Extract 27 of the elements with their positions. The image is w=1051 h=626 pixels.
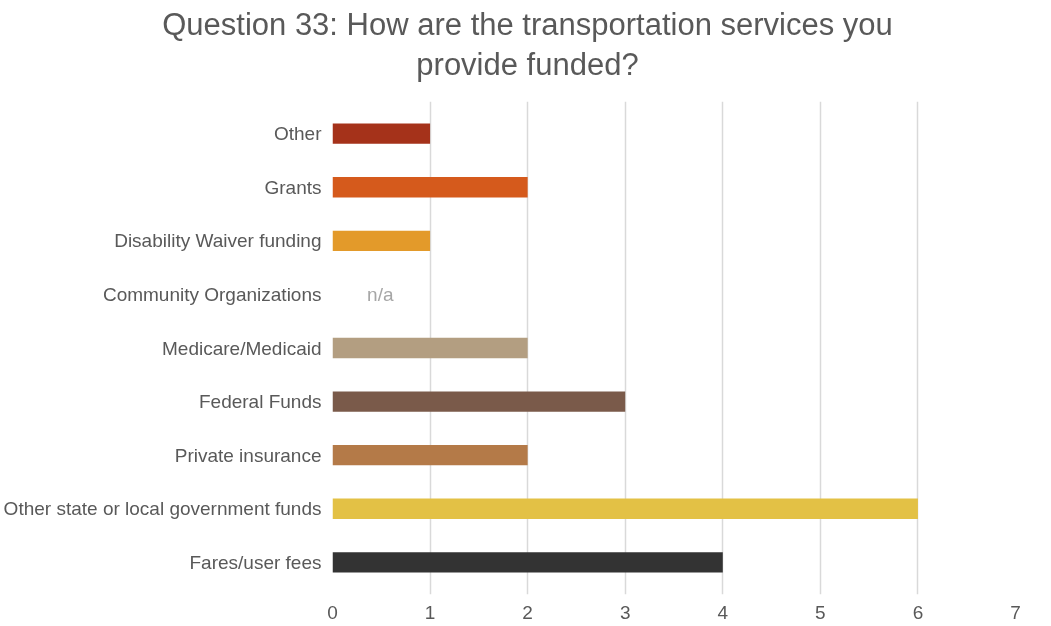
x-tick-label: 4 [717,601,729,623]
y-tick-label: Federal Funds [198,390,322,412]
y-tick-label: Disability Waiver funding [114,229,322,251]
bar [332,123,431,144]
y-tick-label: Medicare/Medicaid [162,337,322,359]
y-tick-label: Private insurance [174,444,322,466]
x-tick-label: 3 [619,601,631,623]
x-tick-label: 7 [1010,601,1021,623]
bar [332,337,528,358]
x-tick-label: 2 [522,601,533,623]
y-tick-label: Other [273,122,323,144]
x-tick-label: 1 [424,601,436,623]
x-tick-label: 6 [912,601,924,623]
bar [332,498,918,519]
y-tick-label: Fares/user fees [189,551,322,573]
annotation: n/a [367,283,394,305]
chart-title: Question 33: How are the transportation services you provide funded? [162,6,893,85]
bar [332,230,431,251]
y-tick-label: Community Organizations [102,283,322,305]
bar [332,551,723,573]
x-tick-label: 0 [327,601,338,623]
y-tick-label: Other state or local government funds [3,497,322,519]
y-tick-label: Grants [264,176,322,198]
x-tick-label: 5 [815,601,826,623]
bar [332,176,528,198]
bar [332,444,528,465]
bar [332,391,626,412]
